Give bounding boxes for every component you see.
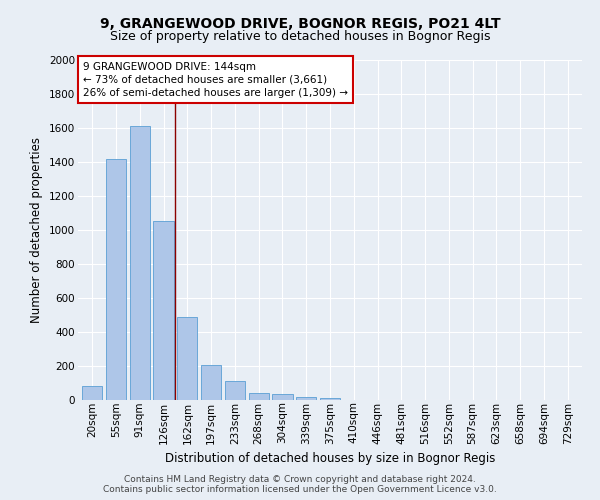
Bar xyxy=(248,393,269,400)
Bar xyxy=(201,365,221,400)
Text: Size of property relative to detached houses in Bognor Regis: Size of property relative to detached ho… xyxy=(110,30,490,43)
Text: Contains HM Land Registry data © Crown copyright and database right 2024.
Contai: Contains HM Land Registry data © Crown c… xyxy=(103,474,497,494)
Bar xyxy=(225,382,245,400)
Bar xyxy=(272,394,293,400)
Bar xyxy=(296,396,316,400)
Bar xyxy=(130,126,150,400)
Text: 9, GRANGEWOOD DRIVE, BOGNOR REGIS, PO21 4LT: 9, GRANGEWOOD DRIVE, BOGNOR REGIS, PO21 … xyxy=(100,18,500,32)
Text: 9 GRANGEWOOD DRIVE: 144sqm
← 73% of detached houses are smaller (3,661)
26% of s: 9 GRANGEWOOD DRIVE: 144sqm ← 73% of deta… xyxy=(83,62,348,98)
Bar xyxy=(177,316,197,400)
Bar xyxy=(82,386,103,400)
Bar xyxy=(106,158,126,400)
Bar xyxy=(154,222,173,400)
Bar xyxy=(320,398,340,400)
Y-axis label: Number of detached properties: Number of detached properties xyxy=(31,137,43,323)
X-axis label: Distribution of detached houses by size in Bognor Regis: Distribution of detached houses by size … xyxy=(165,452,495,465)
